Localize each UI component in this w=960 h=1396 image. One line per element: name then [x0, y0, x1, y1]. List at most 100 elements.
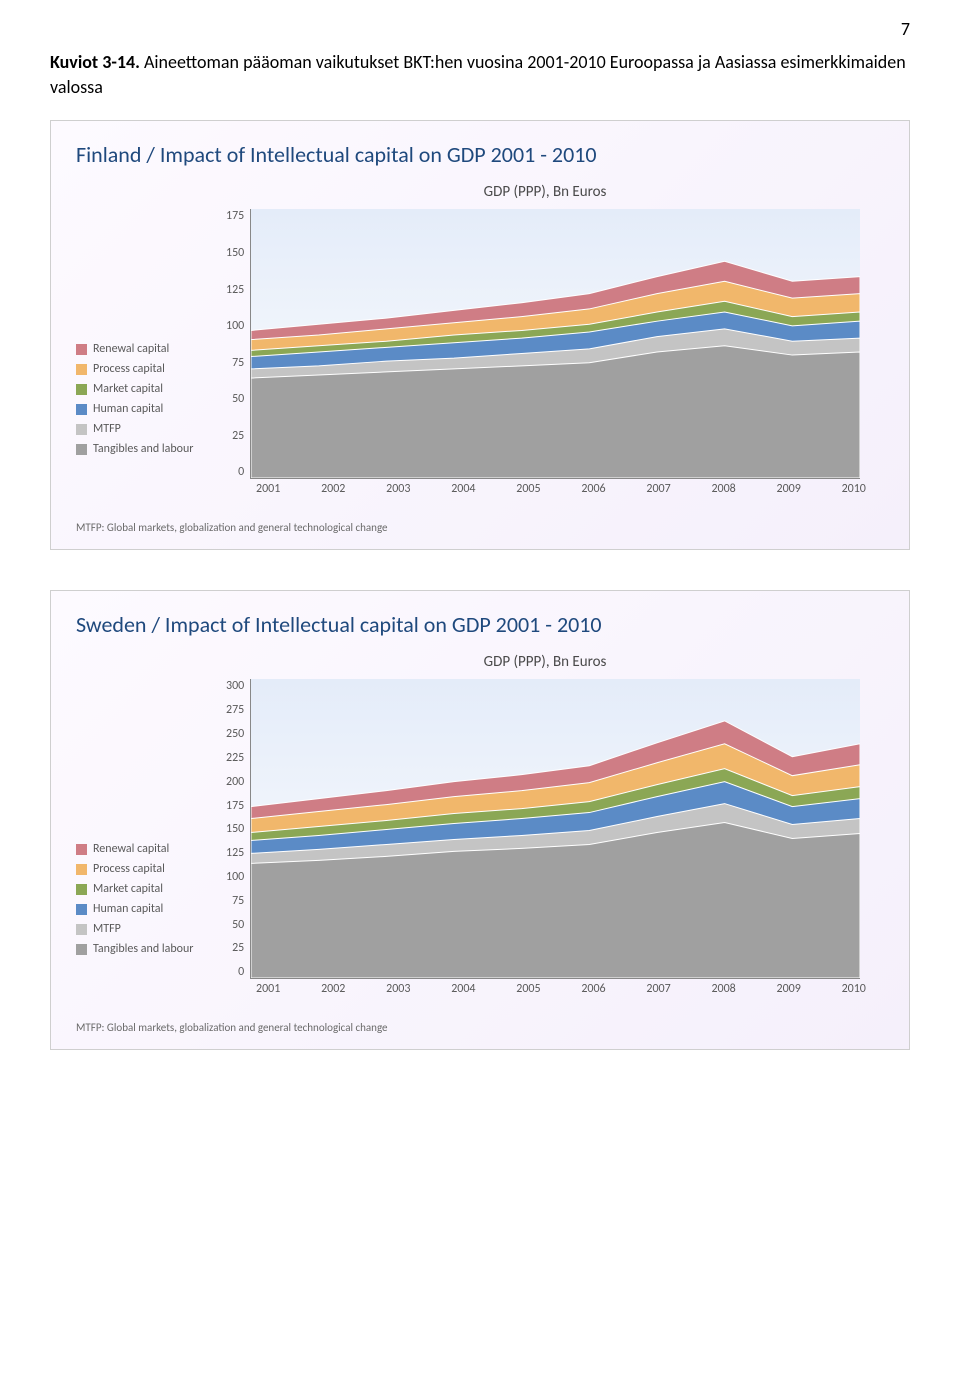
- x-tick: 2001: [256, 482, 280, 496]
- legend-swatch: [76, 864, 87, 875]
- x-tick: 2005: [516, 982, 540, 996]
- legend-label: Market capital: [93, 382, 163, 396]
- legend-swatch: [76, 844, 87, 855]
- x-tick: 2004: [451, 482, 475, 496]
- x-tick: 2005: [516, 482, 540, 496]
- legend-swatch: [76, 424, 87, 435]
- chart-row: Renewal capital Process capital Market cap…: [76, 209, 884, 496]
- y-axis: 3002752502252001751501251007550250: [226, 679, 250, 979]
- x-axis: 2001200220032004200520062007200820092010: [256, 982, 866, 996]
- legend-label: Human capital: [93, 402, 163, 416]
- legend-label: Renewal capital: [93, 342, 169, 356]
- legend-label: MTFP: [93, 422, 121, 436]
- legend-item: Renewal capital: [76, 342, 226, 356]
- chart-footnote: MTFP: Global markets, globalization and …: [76, 1021, 884, 1034]
- chart-title: Sweden / Impact of Intellectual capital …: [76, 611, 884, 638]
- x-tick: 2001: [256, 982, 280, 996]
- x-tick: 2008: [711, 482, 735, 496]
- plot-row: 3002752502252001751501251007550250: [226, 679, 866, 979]
- x-tick: 2003: [386, 482, 410, 496]
- y-tick: 25: [232, 429, 244, 443]
- x-tick: 2010: [842, 482, 866, 496]
- plot-area: [250, 679, 860, 979]
- legend-swatch: [76, 924, 87, 935]
- chart-subtitle: GDP (PPP), Bn Euros: [206, 653, 884, 671]
- legend-swatch: [76, 444, 87, 455]
- chart-title: Finland / Impact of Intellectual capital…: [76, 141, 884, 168]
- legend-label: Human capital: [93, 902, 163, 916]
- y-tick: 125: [226, 846, 244, 860]
- y-tick: 150: [226, 822, 244, 836]
- x-tick: 2009: [777, 982, 801, 996]
- y-tick: 175: [226, 799, 244, 813]
- page-number: 7: [901, 18, 910, 40]
- legend-item: Market capital: [76, 382, 226, 396]
- y-tick: 125: [226, 283, 244, 297]
- legend-swatch: [76, 884, 87, 895]
- y-tick: 200: [226, 775, 244, 789]
- legend-swatch: [76, 944, 87, 955]
- x-tick: 2002: [321, 482, 345, 496]
- y-tick: 50: [232, 918, 244, 932]
- legend-swatch: [76, 344, 87, 355]
- y-tick: 175: [226, 209, 244, 223]
- x-tick: 2007: [646, 482, 670, 496]
- plot-row: 1751501251007550250: [226, 209, 866, 479]
- legend: Renewal capital Process capital Market cap…: [76, 679, 226, 996]
- chart-footnote: MTFP: Global markets, globalization and …: [76, 521, 884, 534]
- x-tick: 2008: [711, 982, 735, 996]
- y-tick: 275: [226, 703, 244, 717]
- y-tick: 225: [226, 751, 244, 765]
- legend-item: MTFP: [76, 422, 226, 436]
- legend-item: Tangibles and labour: [76, 942, 226, 956]
- legend-label: Tangibles and labour: [93, 942, 194, 956]
- axis-column: 3002752502252001751501251007550250200120…: [226, 679, 866, 996]
- chart-box: Sweden / Impact of Intellectual capital …: [50, 590, 910, 1050]
- heading-bold: Kuviot 3-14.: [50, 51, 140, 73]
- legend-item: Process capital: [76, 362, 226, 376]
- legend-item: Process capital: [76, 862, 226, 876]
- legend-label: Process capital: [93, 362, 165, 376]
- x-tick: 2006: [581, 982, 605, 996]
- legend-swatch: [76, 904, 87, 915]
- legend-item: Human capital: [76, 902, 226, 916]
- y-tick: 0: [238, 965, 244, 979]
- x-tick: 2004: [451, 982, 475, 996]
- legend-label: Tangibles and labour: [93, 442, 194, 456]
- legend-label: Market capital: [93, 882, 163, 896]
- legend-label: Renewal capital: [93, 842, 169, 856]
- y-axis: 1751501251007550250: [226, 209, 250, 479]
- charts-container: Finland / Impact of Intellectual capital…: [50, 120, 910, 1050]
- y-tick: 250: [226, 727, 244, 741]
- legend-label: MTFP: [93, 922, 121, 936]
- legend: Renewal capital Process capital Market cap…: [76, 209, 226, 496]
- y-tick: 100: [226, 319, 244, 333]
- legend-item: Tangibles and labour: [76, 442, 226, 456]
- heading-rest: Aineettoman pääoman vaikutukset BKT:hen …: [50, 51, 906, 98]
- y-tick: 75: [232, 894, 244, 908]
- y-tick: 300: [226, 679, 244, 693]
- chart-box: Finland / Impact of Intellectual capital…: [50, 120, 910, 550]
- y-tick: 25: [232, 941, 244, 955]
- figure-heading: Kuviot 3-14. Aineettoman pääoman vaikutu…: [50, 50, 910, 100]
- x-axis: 2001 2002 2003 2004 2005 2006 2007 2008 2009 2010: [256, 482, 866, 496]
- legend-label: Process capital: [93, 862, 165, 876]
- plot-area: [250, 209, 860, 479]
- chart-row: Renewal capital Process capital Market cap…: [76, 679, 884, 996]
- axis-column: 1751501251007550250200120022003200420052…: [226, 209, 866, 496]
- legend-swatch: [76, 384, 87, 395]
- x-tick: 2003: [386, 982, 410, 996]
- y-tick: 50: [232, 392, 244, 406]
- legend-item: Renewal capital: [76, 842, 226, 856]
- legend-item: Market capital: [76, 882, 226, 896]
- y-tick: 100: [226, 870, 244, 884]
- x-tick: 2002: [321, 982, 345, 996]
- chart-subtitle: GDP (PPP), Bn Euros: [206, 183, 884, 201]
- legend-swatch: [76, 364, 87, 375]
- y-tick: 75: [232, 356, 244, 370]
- x-tick: 2006: [581, 482, 605, 496]
- x-tick: 2009: [777, 482, 801, 496]
- x-tick: 2010: [842, 982, 866, 996]
- legend-item: MTFP: [76, 922, 226, 936]
- legend-swatch: [76, 404, 87, 415]
